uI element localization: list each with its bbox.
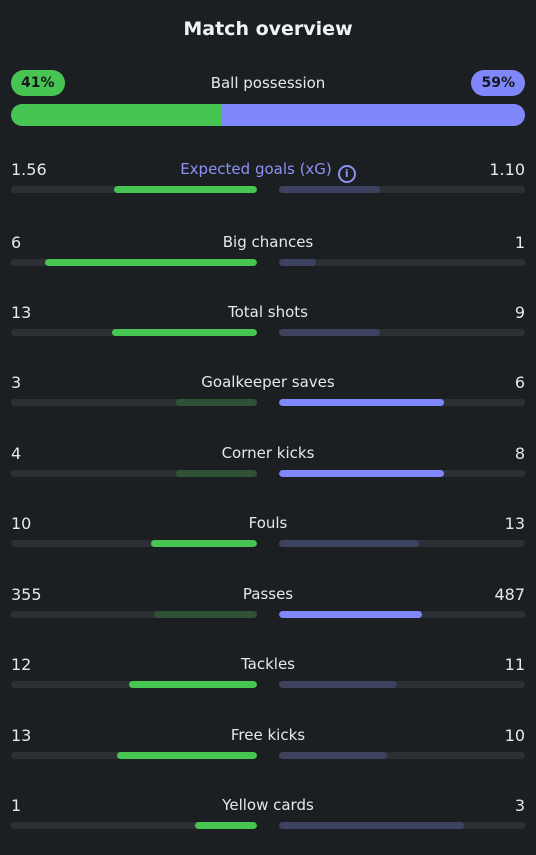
possession-row: 41% Ball possession 59% — [11, 70, 525, 96]
stat-row: 10 Fouls 13 — [11, 514, 525, 554]
possession-bar — [11, 104, 525, 126]
home-stat-bar — [11, 329, 257, 336]
home-stat-fill — [114, 186, 257, 193]
possession-label: Ball possession — [210, 74, 326, 92]
stat-row: 1 Yellow cards 3 — [11, 796, 525, 836]
home-value: 12 — [11, 655, 32, 674]
away-value: 10 — [504, 726, 525, 745]
page-title: Match overview — [183, 18, 353, 40]
home-stat-fill — [45, 259, 257, 266]
home-value: 4 — [11, 444, 22, 463]
away-stat-bar — [279, 186, 525, 193]
away-value: 8 — [514, 444, 525, 463]
stat-label: Passes — [11, 585, 525, 603]
home-value: 13 — [11, 303, 32, 322]
home-stat-bar — [11, 540, 257, 547]
home-stat-bar — [11, 822, 257, 829]
home-stat-fill — [154, 611, 257, 618]
home-stat-bar — [11, 399, 257, 406]
away-stat-fill — [279, 186, 380, 193]
away-value: 13 — [504, 514, 525, 533]
away-possession-pill: 59% — [471, 70, 525, 96]
home-value: 6 — [11, 233, 22, 252]
stat-label-text: Yellow cards — [222, 796, 314, 814]
possession-bar-home — [11, 104, 222, 126]
stat-label[interactable]: Expected goals (xG) i — [11, 160, 525, 183]
home-value: 1.56 — [11, 160, 47, 179]
info-icon[interactable]: i — [337, 165, 356, 183]
home-stat-bar — [11, 752, 257, 759]
away-stat-bar — [279, 822, 525, 829]
home-value: 3 — [11, 373, 22, 392]
home-value: 355 — [11, 585, 42, 604]
away-stat-fill — [279, 399, 444, 406]
away-stat-bar — [279, 681, 525, 688]
home-stat-bar — [11, 681, 257, 688]
stat-row: 13 Free kicks 10 — [11, 726, 525, 766]
stat-label-text: Free kicks — [230, 726, 306, 744]
away-value: 1.10 — [489, 160, 525, 179]
away-value: 1 — [514, 233, 525, 252]
away-value: 487 — [494, 585, 525, 604]
stat-label: Fouls — [11, 514, 525, 532]
home-stat-bar — [11, 259, 257, 266]
stat-label-text: Goalkeeper saves — [201, 373, 335, 391]
home-stat-fill — [195, 822, 257, 829]
away-stat-fill — [279, 822, 464, 829]
stat-row: 1.56 Expected goals (xG) i 1.10 — [11, 160, 525, 200]
stat-row: 3 Goalkeeper saves 6 — [11, 373, 525, 413]
away-stat-fill — [279, 752, 387, 759]
stat-label-text: Tackles — [240, 655, 296, 673]
away-value: 11 — [504, 655, 525, 674]
stat-label-text: Big chances — [222, 233, 314, 251]
stat-label: Tackles — [11, 655, 525, 673]
away-stat-fill — [279, 681, 397, 688]
away-stat-fill — [279, 540, 419, 547]
away-stat-fill — [279, 470, 444, 477]
stat-label: Free kicks — [11, 726, 525, 744]
away-stat-bar — [279, 329, 525, 336]
home-stat-bar — [11, 186, 257, 193]
home-stat-fill — [176, 470, 257, 477]
stat-label-text: Passes — [242, 585, 294, 603]
stat-label-text: Fouls — [248, 514, 288, 532]
away-stat-bar — [279, 752, 525, 759]
stat-row: 355 Passes 487 — [11, 585, 525, 625]
stat-row: 13 Total shots 9 — [11, 303, 525, 343]
away-stat-bar — [279, 470, 525, 477]
home-stat-fill — [151, 540, 257, 547]
home-stat-bar — [11, 470, 257, 477]
home-stat-fill — [176, 399, 257, 406]
away-stat-bar — [279, 611, 525, 618]
stat-label-text: Expected goals (xG) — [180, 160, 332, 178]
stat-label-text: Corner kicks — [221, 444, 315, 462]
home-possession-pill: 41% — [11, 70, 65, 96]
home-stat-bar — [11, 611, 257, 618]
away-stat-bar — [279, 259, 525, 266]
away-stat-fill — [279, 259, 316, 266]
away-stat-fill — [279, 611, 422, 618]
home-value: 1 — [11, 796, 22, 815]
away-value: 6 — [514, 373, 525, 392]
stat-row: 12 Tackles 11 — [11, 655, 525, 695]
home-value: 10 — [11, 514, 32, 533]
away-value: 9 — [514, 303, 525, 322]
stat-label: Corner kicks — [11, 444, 525, 462]
home-stat-fill — [129, 681, 257, 688]
away-stat-fill — [279, 329, 380, 336]
home-value: 13 — [11, 726, 32, 745]
stat-row: 6 Big chances 1 — [11, 233, 525, 273]
stat-label: Goalkeeper saves — [11, 373, 525, 391]
stat-label: Big chances — [11, 233, 525, 251]
away-value: 3 — [514, 796, 525, 815]
possession-bar-away — [221, 104, 525, 126]
stat-label: Yellow cards — [11, 796, 525, 814]
home-stat-fill — [117, 752, 257, 759]
away-stat-bar — [279, 540, 525, 547]
stat-label: Total shots — [11, 303, 525, 321]
home-stat-fill — [112, 329, 257, 336]
stat-row: 4 Corner kicks 8 — [11, 444, 525, 484]
away-stat-bar — [279, 399, 525, 406]
stat-label-text: Total shots — [228, 303, 308, 321]
